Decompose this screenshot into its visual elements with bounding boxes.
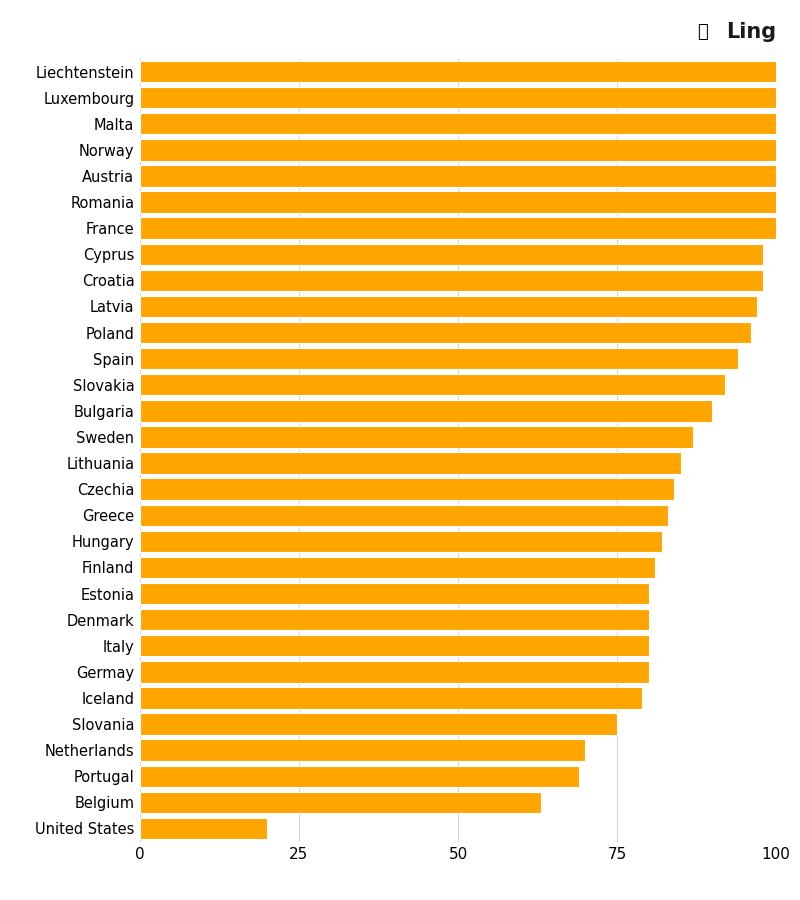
Bar	[140, 270, 763, 291]
Bar	[140, 792, 541, 813]
Bar	[140, 296, 757, 317]
Bar	[140, 374, 725, 395]
Bar	[140, 400, 712, 421]
Bar	[140, 818, 267, 839]
Bar	[140, 740, 586, 760]
Bar	[140, 322, 750, 343]
Text: 🤖: 🤖	[698, 22, 708, 40]
Text: Ling: Ling	[726, 22, 776, 42]
Bar	[140, 583, 649, 604]
Bar	[140, 714, 617, 734]
Bar	[140, 218, 776, 238]
Bar	[140, 192, 776, 212]
Bar	[140, 348, 738, 369]
Bar	[140, 531, 662, 552]
Bar	[140, 453, 681, 473]
Bar	[140, 61, 776, 82]
Bar	[140, 505, 668, 526]
Bar	[140, 609, 649, 630]
Bar	[140, 635, 649, 656]
Bar	[140, 479, 674, 500]
Bar	[140, 688, 642, 708]
Bar	[140, 166, 776, 186]
Bar	[140, 140, 776, 160]
Bar	[140, 87, 776, 108]
Bar	[140, 244, 763, 265]
Bar	[140, 427, 694, 447]
Bar	[140, 662, 649, 682]
Bar	[140, 766, 579, 787]
Bar	[140, 557, 655, 578]
Bar	[140, 113, 776, 134]
